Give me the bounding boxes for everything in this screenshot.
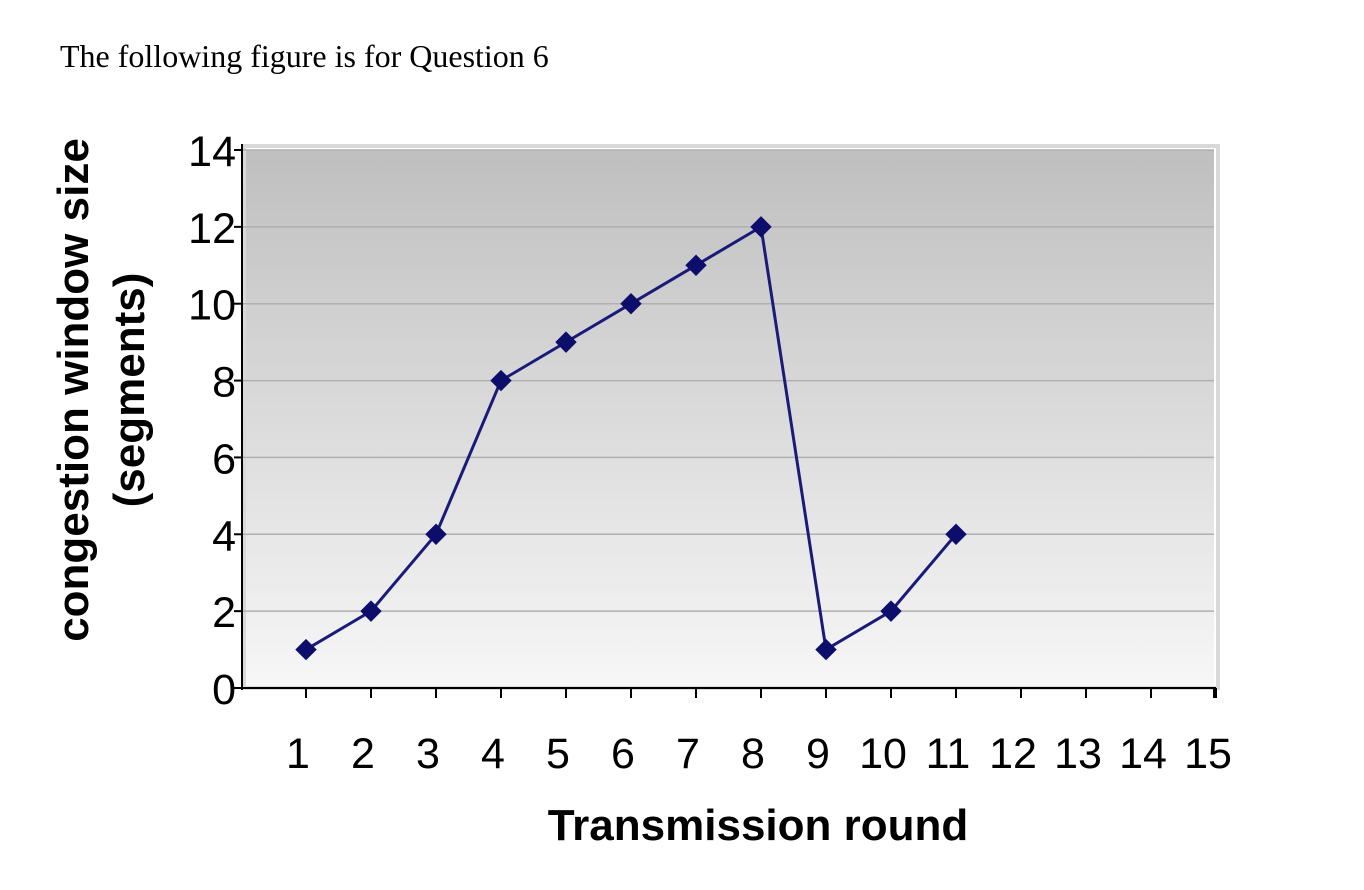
data-point-marker — [815, 638, 837, 661]
x-tick-label: 10 — [859, 730, 907, 778]
data-point-marker — [425, 523, 447, 545]
x-tick-label: 14 — [1119, 730, 1167, 778]
y-axis-title-line-1: congestion window size — [49, 138, 98, 642]
data-point-marker — [620, 293, 642, 315]
data-point-marker — [295, 638, 317, 661]
y-tick-label: 6 — [212, 435, 236, 483]
data-point-marker — [685, 254, 707, 276]
x-tick-label: 12 — [989, 730, 1037, 778]
x-tick-label: 6 — [611, 730, 635, 778]
data-point-marker — [880, 600, 902, 622]
y-tick-label: 10 — [188, 282, 236, 330]
x-tick-label: 15 — [1184, 730, 1232, 778]
y-tick-label: 14 — [188, 128, 236, 176]
x-tick-label: 9 — [806, 730, 830, 778]
x-tick-label: 11 — [926, 730, 971, 778]
data-point-marker — [750, 216, 772, 238]
y-tick-label: 0 — [212, 666, 236, 714]
axes — [240, 144, 1216, 690]
x-tick-label: 2 — [351, 730, 375, 778]
y-tick-label: 4 — [212, 512, 236, 560]
plot-background — [242, 150, 1214, 688]
x-tick-label: 4 — [481, 730, 505, 778]
x-tick-label: 8 — [741, 730, 765, 778]
data-point-marker — [555, 331, 577, 353]
figure-caption: The following figure is for Question 6 — [60, 38, 549, 74]
x-tick-label: 7 — [676, 730, 700, 778]
gridlines — [242, 149, 1214, 612]
y-tick-labels: 0 2 4 6 8 10 12 14 — [188, 128, 242, 714]
x-tick-labels: 1 2 3 4 5 6 7 8 9 10 11 12 13 14 15 — [286, 688, 1232, 778]
x-tick-label: 5 — [546, 730, 570, 778]
y-tick-label: 8 — [212, 359, 236, 407]
x-tick-label: 13 — [1054, 730, 1102, 778]
y-tick-label: 12 — [188, 205, 236, 253]
series-markers — [295, 216, 967, 661]
x-tick-label: 3 — [416, 730, 440, 778]
plot-area — [242, 144, 1220, 690]
data-point-marker — [490, 369, 512, 392]
x-axis-title: Transmission round — [548, 801, 969, 850]
data-point-marker — [360, 600, 382, 622]
y-axis-title-line-2: (segments) — [105, 273, 154, 508]
data-point-marker — [945, 523, 967, 545]
y-tick-label: 2 — [212, 589, 236, 637]
x-tick-label: 1 — [286, 730, 310, 778]
